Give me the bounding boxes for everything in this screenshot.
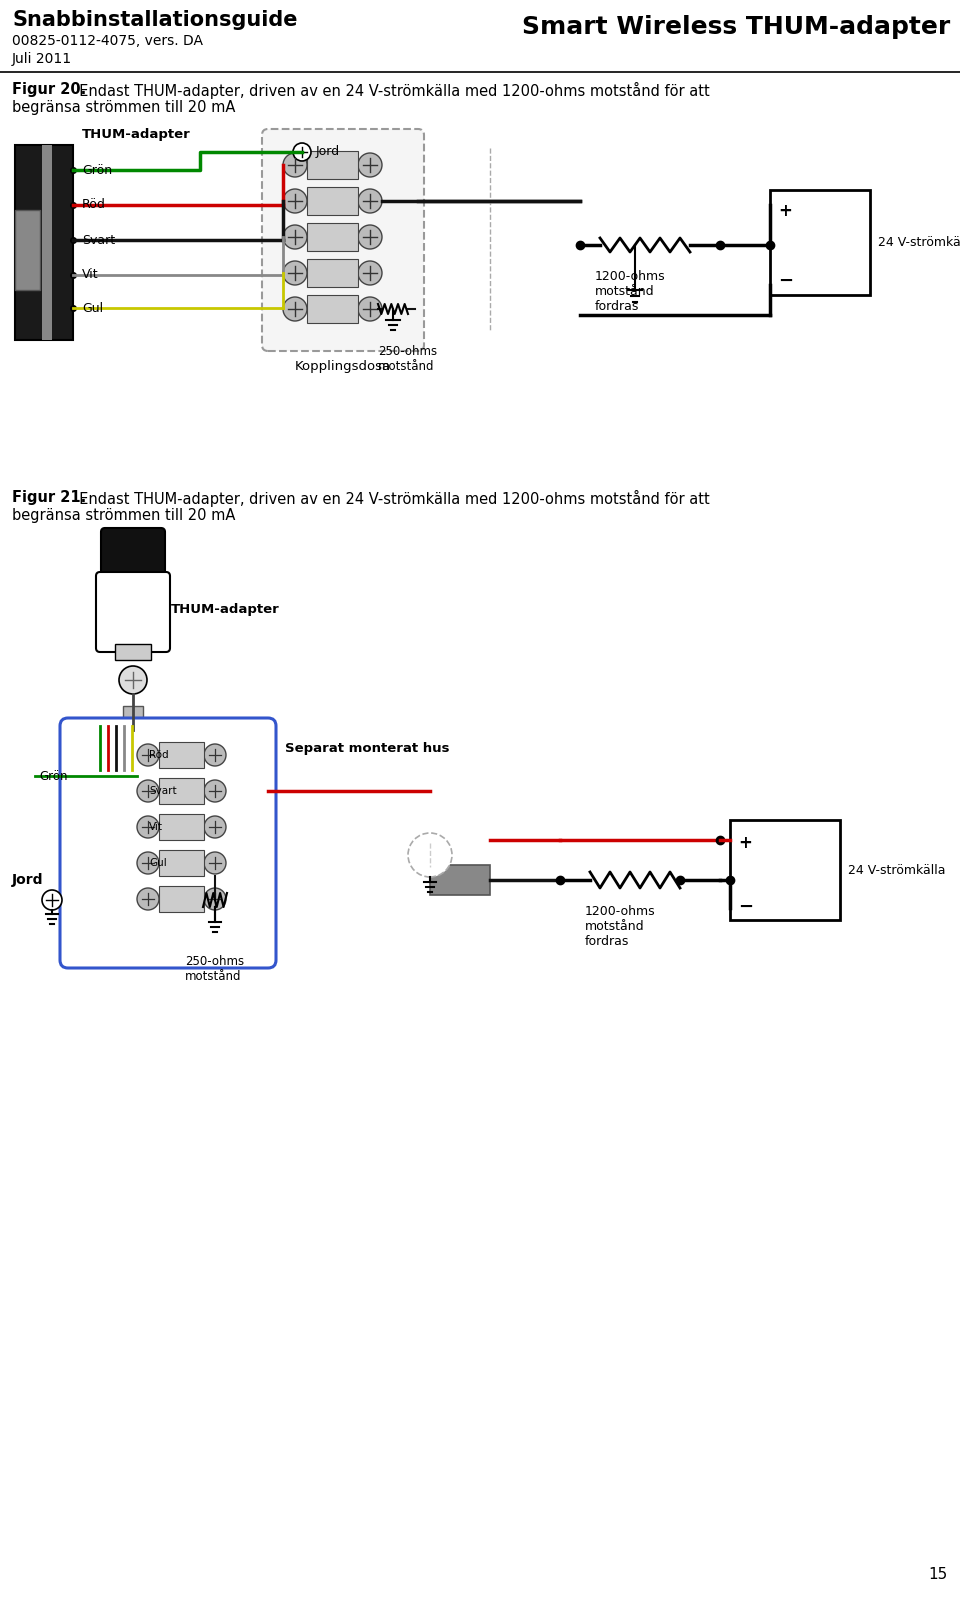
- Text: 00825-0112-4075, vers. DA: 00825-0112-4075, vers. DA: [12, 34, 203, 48]
- Circle shape: [204, 781, 226, 802]
- Circle shape: [204, 816, 226, 838]
- Text: −: −: [738, 898, 754, 915]
- Circle shape: [119, 666, 147, 694]
- FancyBboxPatch shape: [262, 130, 424, 350]
- Bar: [770, 190, 870, 294]
- Text: Gul: Gul: [82, 301, 103, 315]
- Text: Kopplingsdosa: Kopplingsdosa: [295, 360, 391, 373]
- Text: Vit: Vit: [82, 269, 99, 282]
- Text: Röd: Röd: [82, 198, 106, 211]
- Text: THUM-adapter: THUM-adapter: [171, 603, 279, 616]
- Circle shape: [137, 888, 159, 910]
- Text: 15: 15: [928, 1566, 948, 1582]
- Circle shape: [358, 154, 382, 178]
- Bar: [15, 210, 40, 290]
- Circle shape: [293, 142, 311, 162]
- Bar: [307, 294, 358, 323]
- Circle shape: [137, 851, 159, 874]
- Bar: [115, 643, 151, 659]
- Text: +: +: [778, 202, 792, 219]
- Circle shape: [358, 298, 382, 322]
- Bar: [307, 222, 358, 251]
- Text: begränsa strömmen till 20 mA: begränsa strömmen till 20 mA: [12, 99, 235, 115]
- Text: 250-ohms
motstånd: 250-ohms motstånd: [185, 955, 244, 982]
- Text: 250-ohms
motstånd: 250-ohms motstånd: [378, 346, 437, 373]
- Text: begränsa strömmen till 20 mA: begränsa strömmen till 20 mA: [12, 509, 235, 523]
- Bar: [15, 146, 73, 341]
- Circle shape: [204, 744, 226, 766]
- FancyBboxPatch shape: [101, 528, 165, 584]
- Text: Svart: Svart: [82, 234, 115, 246]
- Circle shape: [283, 226, 307, 250]
- Bar: [430, 866, 490, 894]
- Text: 1200-ohms
motstånd
fordras: 1200-ohms motstånd fordras: [595, 270, 665, 314]
- Circle shape: [358, 226, 382, 250]
- Circle shape: [204, 851, 226, 874]
- Circle shape: [283, 189, 307, 213]
- Bar: [307, 187, 358, 214]
- Bar: [307, 259, 358, 286]
- Text: Endast THUM-adapter, driven av en 24 V-strömkälla med 1200-ohms motstånd för att: Endast THUM-adapter, driven av en 24 V-s…: [70, 82, 709, 99]
- Circle shape: [137, 816, 159, 838]
- Circle shape: [358, 189, 382, 213]
- Text: Endast THUM-adapter, driven av en 24 V-strömkälla med 1200-ohms motstånd för att: Endast THUM-adapter, driven av en 24 V-s…: [70, 490, 709, 507]
- Text: Grön: Grön: [39, 770, 68, 782]
- Circle shape: [283, 154, 307, 178]
- FancyBboxPatch shape: [60, 718, 276, 968]
- Bar: [307, 150, 358, 179]
- Circle shape: [283, 261, 307, 285]
- Text: Smart Wireless THUM-adapter: Smart Wireless THUM-adapter: [521, 14, 950, 38]
- Bar: [159, 886, 204, 912]
- Text: Snabbinstallationsguide: Snabbinstallationsguide: [12, 10, 298, 30]
- Bar: [159, 850, 204, 877]
- Circle shape: [137, 781, 159, 802]
- Text: Röd: Röd: [149, 750, 169, 760]
- Bar: [159, 778, 204, 803]
- Text: 1200-ohms
motstånd
fordras: 1200-ohms motstånd fordras: [585, 906, 656, 947]
- Text: Jord: Jord: [12, 874, 43, 886]
- Text: 24 V-strömkälla: 24 V-strömkälla: [878, 235, 960, 248]
- Text: 24 V-strömkälla: 24 V-strömkälla: [848, 864, 946, 877]
- Text: Grön: Grön: [82, 163, 112, 176]
- Text: Jord: Jord: [316, 146, 340, 158]
- Bar: [730, 819, 840, 920]
- Circle shape: [42, 890, 62, 910]
- Text: Juli 2011: Juli 2011: [12, 51, 72, 66]
- Text: +: +: [738, 834, 752, 851]
- Circle shape: [283, 298, 307, 322]
- FancyBboxPatch shape: [96, 573, 170, 653]
- Text: −: −: [778, 272, 793, 290]
- Text: Figur 20.: Figur 20.: [12, 82, 86, 98]
- Text: Separat monterat hus: Separat monterat hus: [285, 742, 449, 755]
- Bar: [159, 742, 204, 768]
- Bar: [159, 814, 204, 840]
- Text: Vit: Vit: [149, 822, 163, 832]
- Text: THUM-adapter: THUM-adapter: [82, 128, 191, 141]
- Text: Figur 21.: Figur 21.: [12, 490, 86, 506]
- Text: Gul: Gul: [149, 858, 167, 867]
- Circle shape: [358, 261, 382, 285]
- Circle shape: [408, 834, 452, 877]
- Bar: [123, 706, 143, 718]
- Circle shape: [137, 744, 159, 766]
- Circle shape: [204, 888, 226, 910]
- Bar: [42, 146, 52, 341]
- Text: Svart: Svart: [149, 786, 177, 795]
